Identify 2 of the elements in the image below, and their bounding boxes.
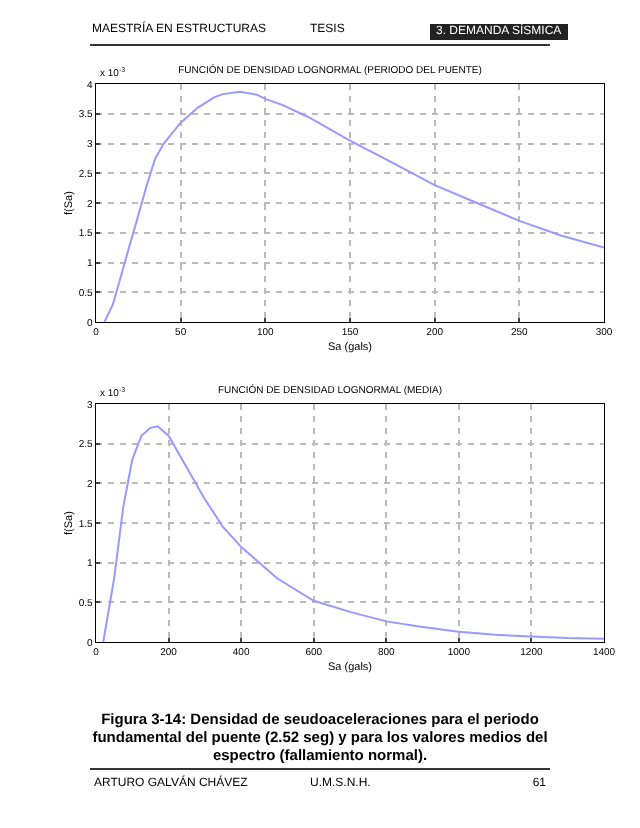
line-series bbox=[102, 425, 604, 642]
line-series bbox=[103, 90, 604, 322]
